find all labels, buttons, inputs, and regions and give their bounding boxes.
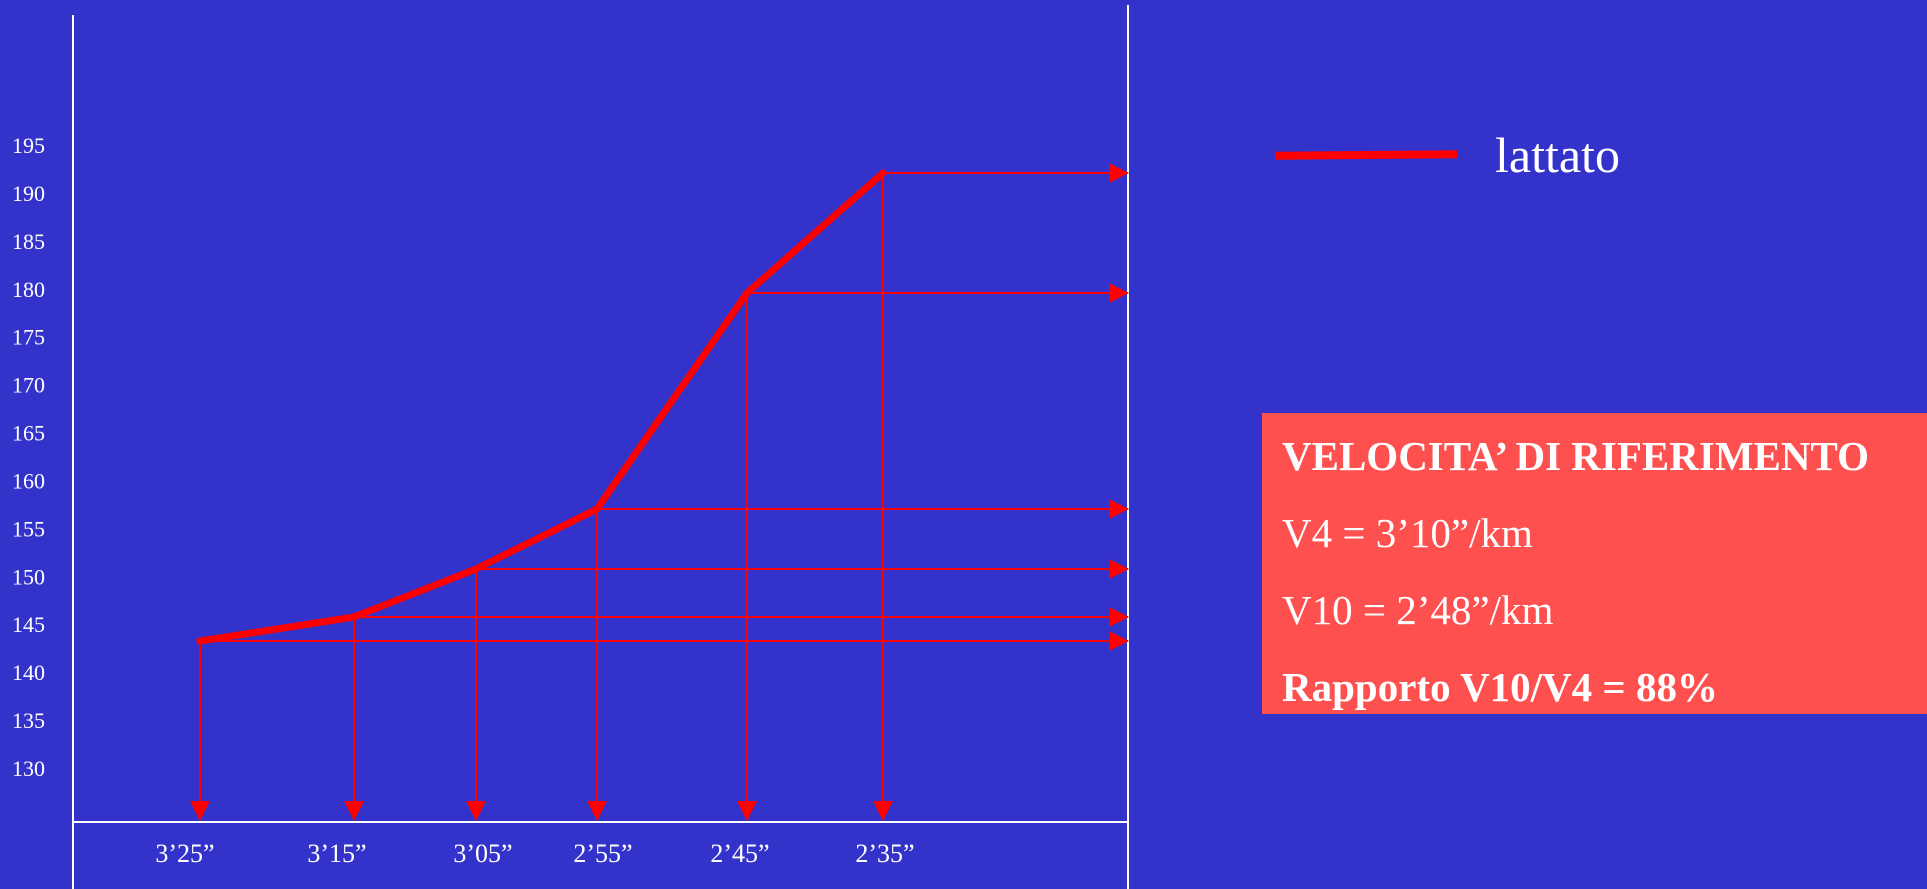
left-tick-label: 130 (12, 756, 45, 781)
left-tick-label: 195 (12, 133, 45, 158)
left-tick-label: 160 (12, 468, 45, 493)
left-tick-label: 180 (12, 277, 45, 302)
x-tick-label: 2’45” (710, 839, 769, 868)
info-v4: V4 = 3’10”/km (1282, 510, 1533, 556)
left-tick-label: 185 (12, 229, 45, 254)
series-line-lattato (196, 169, 887, 645)
left-tick-label: 145 (12, 612, 45, 637)
legend: lattato (1274, 125, 1620, 185)
x-axis-ticks: 3’25” 3’15” 3’05” 2’55” 2’45” 2’35” (155, 839, 914, 868)
x-tick-label: 3’25” (155, 839, 214, 868)
guide-arrows (190, 163, 1129, 821)
left-tick-label: 170 (12, 373, 45, 398)
info-title: VELOCITA’ DI RIFERIMENTO (1282, 433, 1869, 479)
x-tick-label: 2’35” (855, 839, 914, 868)
left-tick-label: 150 (12, 564, 45, 589)
left-tick-label: 190 (12, 181, 45, 206)
x-tick-label: 2’55” (573, 839, 632, 868)
left-tick-label: 155 (12, 516, 45, 541)
reference-speed-box: VELOCITA’ DI RIFERIMENTO V4 = 3’10”/km V… (1262, 413, 1927, 714)
legend-label: lattato (1495, 127, 1620, 183)
left-axis-ticks: 195 190 185 180 175 170 165 160 155 150 145 140 135 1… (12, 133, 45, 781)
info-v10: V10 = 2’48”/km (1282, 587, 1554, 633)
left-tick-label: 165 (12, 421, 45, 446)
left-tick-label: 135 (12, 708, 45, 733)
legend-swatch (1274, 150, 1458, 160)
left-tick-label: 140 (12, 660, 45, 685)
x-tick-label: 3’15” (307, 839, 366, 868)
info-ratio: Rapporto V10/V4 = 88% (1282, 664, 1719, 710)
lactate-chart: 195 190 185 180 175 170 165 160 155 150 145 140 135 1… (12, 5, 1129, 889)
x-tick-label: 3’05” (453, 839, 512, 868)
left-tick-label: 175 (12, 325, 45, 350)
